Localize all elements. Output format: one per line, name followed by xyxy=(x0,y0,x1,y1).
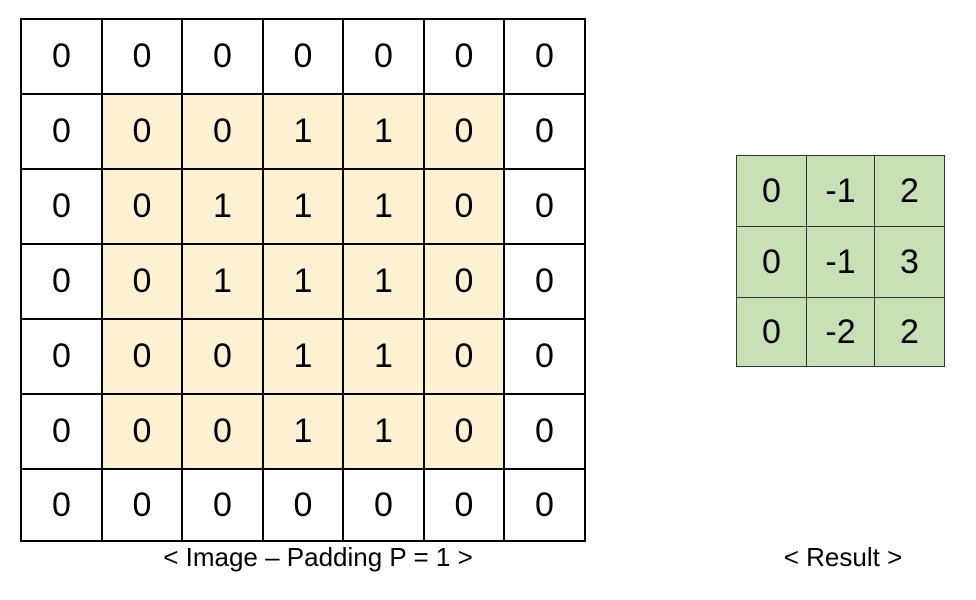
image-cell: 1 xyxy=(264,320,344,395)
padding-cell: 0 xyxy=(505,470,586,542)
padding-cell: 0 xyxy=(183,470,264,542)
padding-cell: 0 xyxy=(425,470,505,542)
result-grid: 0 -1 2 0 -1 3 0 -2 2 xyxy=(736,155,945,367)
image-cell: 0 xyxy=(103,245,183,320)
image-cell: 1 xyxy=(344,395,425,470)
result-caption: < Result > xyxy=(783,542,903,572)
image-cell: 1 xyxy=(344,245,425,320)
result-cell: 2 xyxy=(875,298,945,367)
result-cell: 0 xyxy=(737,156,807,227)
image-cell: 0 xyxy=(103,320,183,395)
padding-cell: 0 xyxy=(425,20,505,95)
image-cell: 0 xyxy=(425,320,505,395)
result-cell: -1 xyxy=(807,156,875,227)
image-cell: 1 xyxy=(264,95,344,170)
padding-cell: 0 xyxy=(22,245,103,320)
padding-cell: 0 xyxy=(505,20,586,95)
result-cell: 2 xyxy=(875,156,945,227)
image-cell: 0 xyxy=(425,395,505,470)
image-cell: 1 xyxy=(264,245,344,320)
image-cell: 1 xyxy=(344,320,425,395)
padding-cell: 0 xyxy=(264,20,344,95)
image-cell: 0 xyxy=(103,170,183,245)
padding-cell: 0 xyxy=(22,470,103,542)
result-cell: -2 xyxy=(807,298,875,367)
image-cell: 0 xyxy=(103,395,183,470)
image-cell: 0 xyxy=(183,395,264,470)
result-cell: 3 xyxy=(875,227,945,298)
image-cell: 1 xyxy=(264,395,344,470)
padding-cell: 0 xyxy=(103,470,183,542)
padding-cell: 0 xyxy=(344,470,425,542)
padding-cell: 0 xyxy=(505,320,586,395)
image-cell: 1 xyxy=(183,245,264,320)
image-cell: 0 xyxy=(103,95,183,170)
padding-cell: 0 xyxy=(22,20,103,95)
padding-cell: 0 xyxy=(22,170,103,245)
padding-cell: 0 xyxy=(22,320,103,395)
result-cell: 0 xyxy=(737,227,807,298)
image-cell: 1 xyxy=(344,95,425,170)
padding-cell: 0 xyxy=(22,95,103,170)
image-cell: 0 xyxy=(425,95,505,170)
result-cell: -1 xyxy=(807,227,875,298)
padding-cell: 0 xyxy=(183,20,264,95)
padding-cell: 0 xyxy=(505,170,586,245)
image-cell: 1 xyxy=(183,170,264,245)
padding-cell: 0 xyxy=(103,20,183,95)
padding-cell: 0 xyxy=(344,20,425,95)
image-cell: 1 xyxy=(264,170,344,245)
padding-cell: 0 xyxy=(22,395,103,470)
image-cell: 1 xyxy=(344,170,425,245)
padding-cell: 0 xyxy=(264,470,344,542)
result-cell: 0 xyxy=(737,298,807,367)
image-cell: 0 xyxy=(425,170,505,245)
image-caption: < Image – Padding P = 1 > xyxy=(163,542,473,572)
padding-cell: 0 xyxy=(505,95,586,170)
padding-cell: 0 xyxy=(505,245,586,320)
image-cell: 0 xyxy=(183,320,264,395)
padding-cell: 0 xyxy=(505,395,586,470)
image-cell: 0 xyxy=(183,95,264,170)
image-cell: 0 xyxy=(425,245,505,320)
